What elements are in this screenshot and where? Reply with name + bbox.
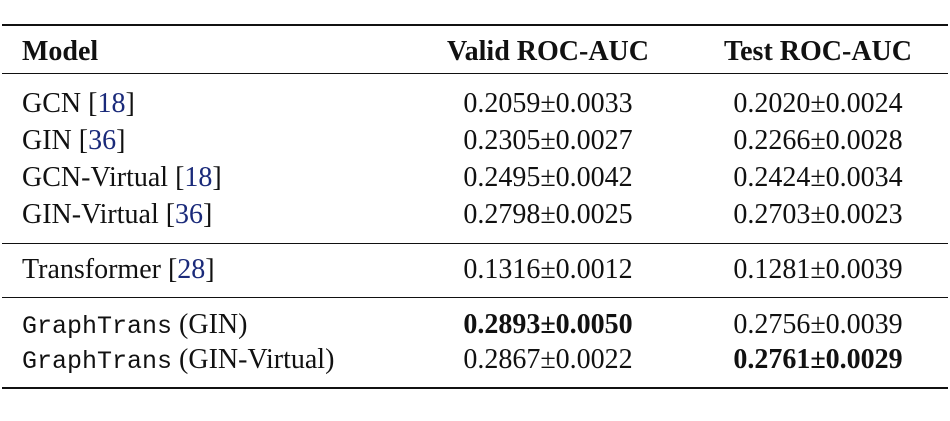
bottom-rule (2, 387, 948, 389)
group-rule (2, 243, 948, 244)
cite-bracket: ] (212, 162, 222, 193)
group-rule (2, 297, 948, 298)
header-rule (2, 73, 948, 74)
cite-bracket: ] (205, 254, 215, 285)
cite-bracket: [ (175, 162, 185, 193)
valid-score: 0.2305±0.0027 (463, 125, 633, 156)
cite-ref: 36 (88, 125, 117, 156)
cite-bracket: [ (78, 125, 89, 156)
valid-score: 0.2798±0.0025 (463, 199, 633, 230)
cite-ref: 18 (184, 162, 213, 193)
cite-ref: 18 (97, 88, 126, 119)
cite-bracket: [ (165, 199, 176, 230)
top-rule (2, 24, 948, 26)
cite-bracket: [ (167, 254, 178, 285)
model-name: GIN-Virtual (22, 199, 159, 230)
model-name: Transformer (22, 254, 161, 285)
cite-ref: 36 (175, 199, 204, 230)
test-score: 0.2703±0.0023 (733, 199, 903, 230)
test-score: 0.2020±0.0024 (733, 88, 903, 119)
test-score: 0.2756±0.0039 (733, 309, 903, 340)
test-score: 0.2424±0.0034 (733, 162, 903, 193)
model-cell: GraphTrans (GIN) (22, 309, 248, 341)
model-name: GIN (22, 125, 72, 156)
model-name: GCN (22, 88, 82, 119)
cite-bracket: ] (203, 199, 213, 230)
valid-score: 0.2867±0.0022 (463, 344, 633, 375)
valid-score: 0.2893±0.0050 (463, 309, 633, 340)
test-score: 0.1281±0.0039 (733, 254, 903, 285)
model-cell: GCN-Virtual [18] (22, 164, 222, 192)
valid-score: 0.1316±0.0012 (463, 254, 633, 285)
cite-bracket: ] (125, 88, 135, 119)
test-score: 0.2761±0.0029 (733, 344, 903, 375)
valid-score: 0.2059±0.0033 (463, 88, 633, 119)
model-cell: GIN-Virtual [36] (22, 201, 212, 229)
test-score: 0.2266±0.0028 (733, 125, 903, 156)
header-cell: Test ROC-AUC (724, 36, 912, 67)
model-name: (GIN) (179, 309, 248, 340)
model-cell: Transformer [28] (22, 256, 215, 284)
model-cell: GIN [36] (22, 127, 125, 155)
header-cell: Valid ROC-AUC (447, 36, 649, 67)
cite-bracket: [ (88, 88, 98, 119)
model-name: (GIN-Virtual) (179, 344, 335, 375)
model-code: GraphTrans (22, 312, 173, 341)
model-name: GCN-Virtual (22, 162, 169, 193)
model-cell: GraphTrans (GIN-Virtual) (22, 344, 335, 376)
cite-ref: 28 (177, 254, 206, 285)
cite-bracket: ] (116, 125, 126, 156)
model-code: GraphTrans (22, 347, 173, 376)
valid-score: 0.2495±0.0042 (463, 162, 633, 193)
header-cell: Model (22, 36, 99, 67)
model-cell: GCN [18] (22, 90, 135, 118)
